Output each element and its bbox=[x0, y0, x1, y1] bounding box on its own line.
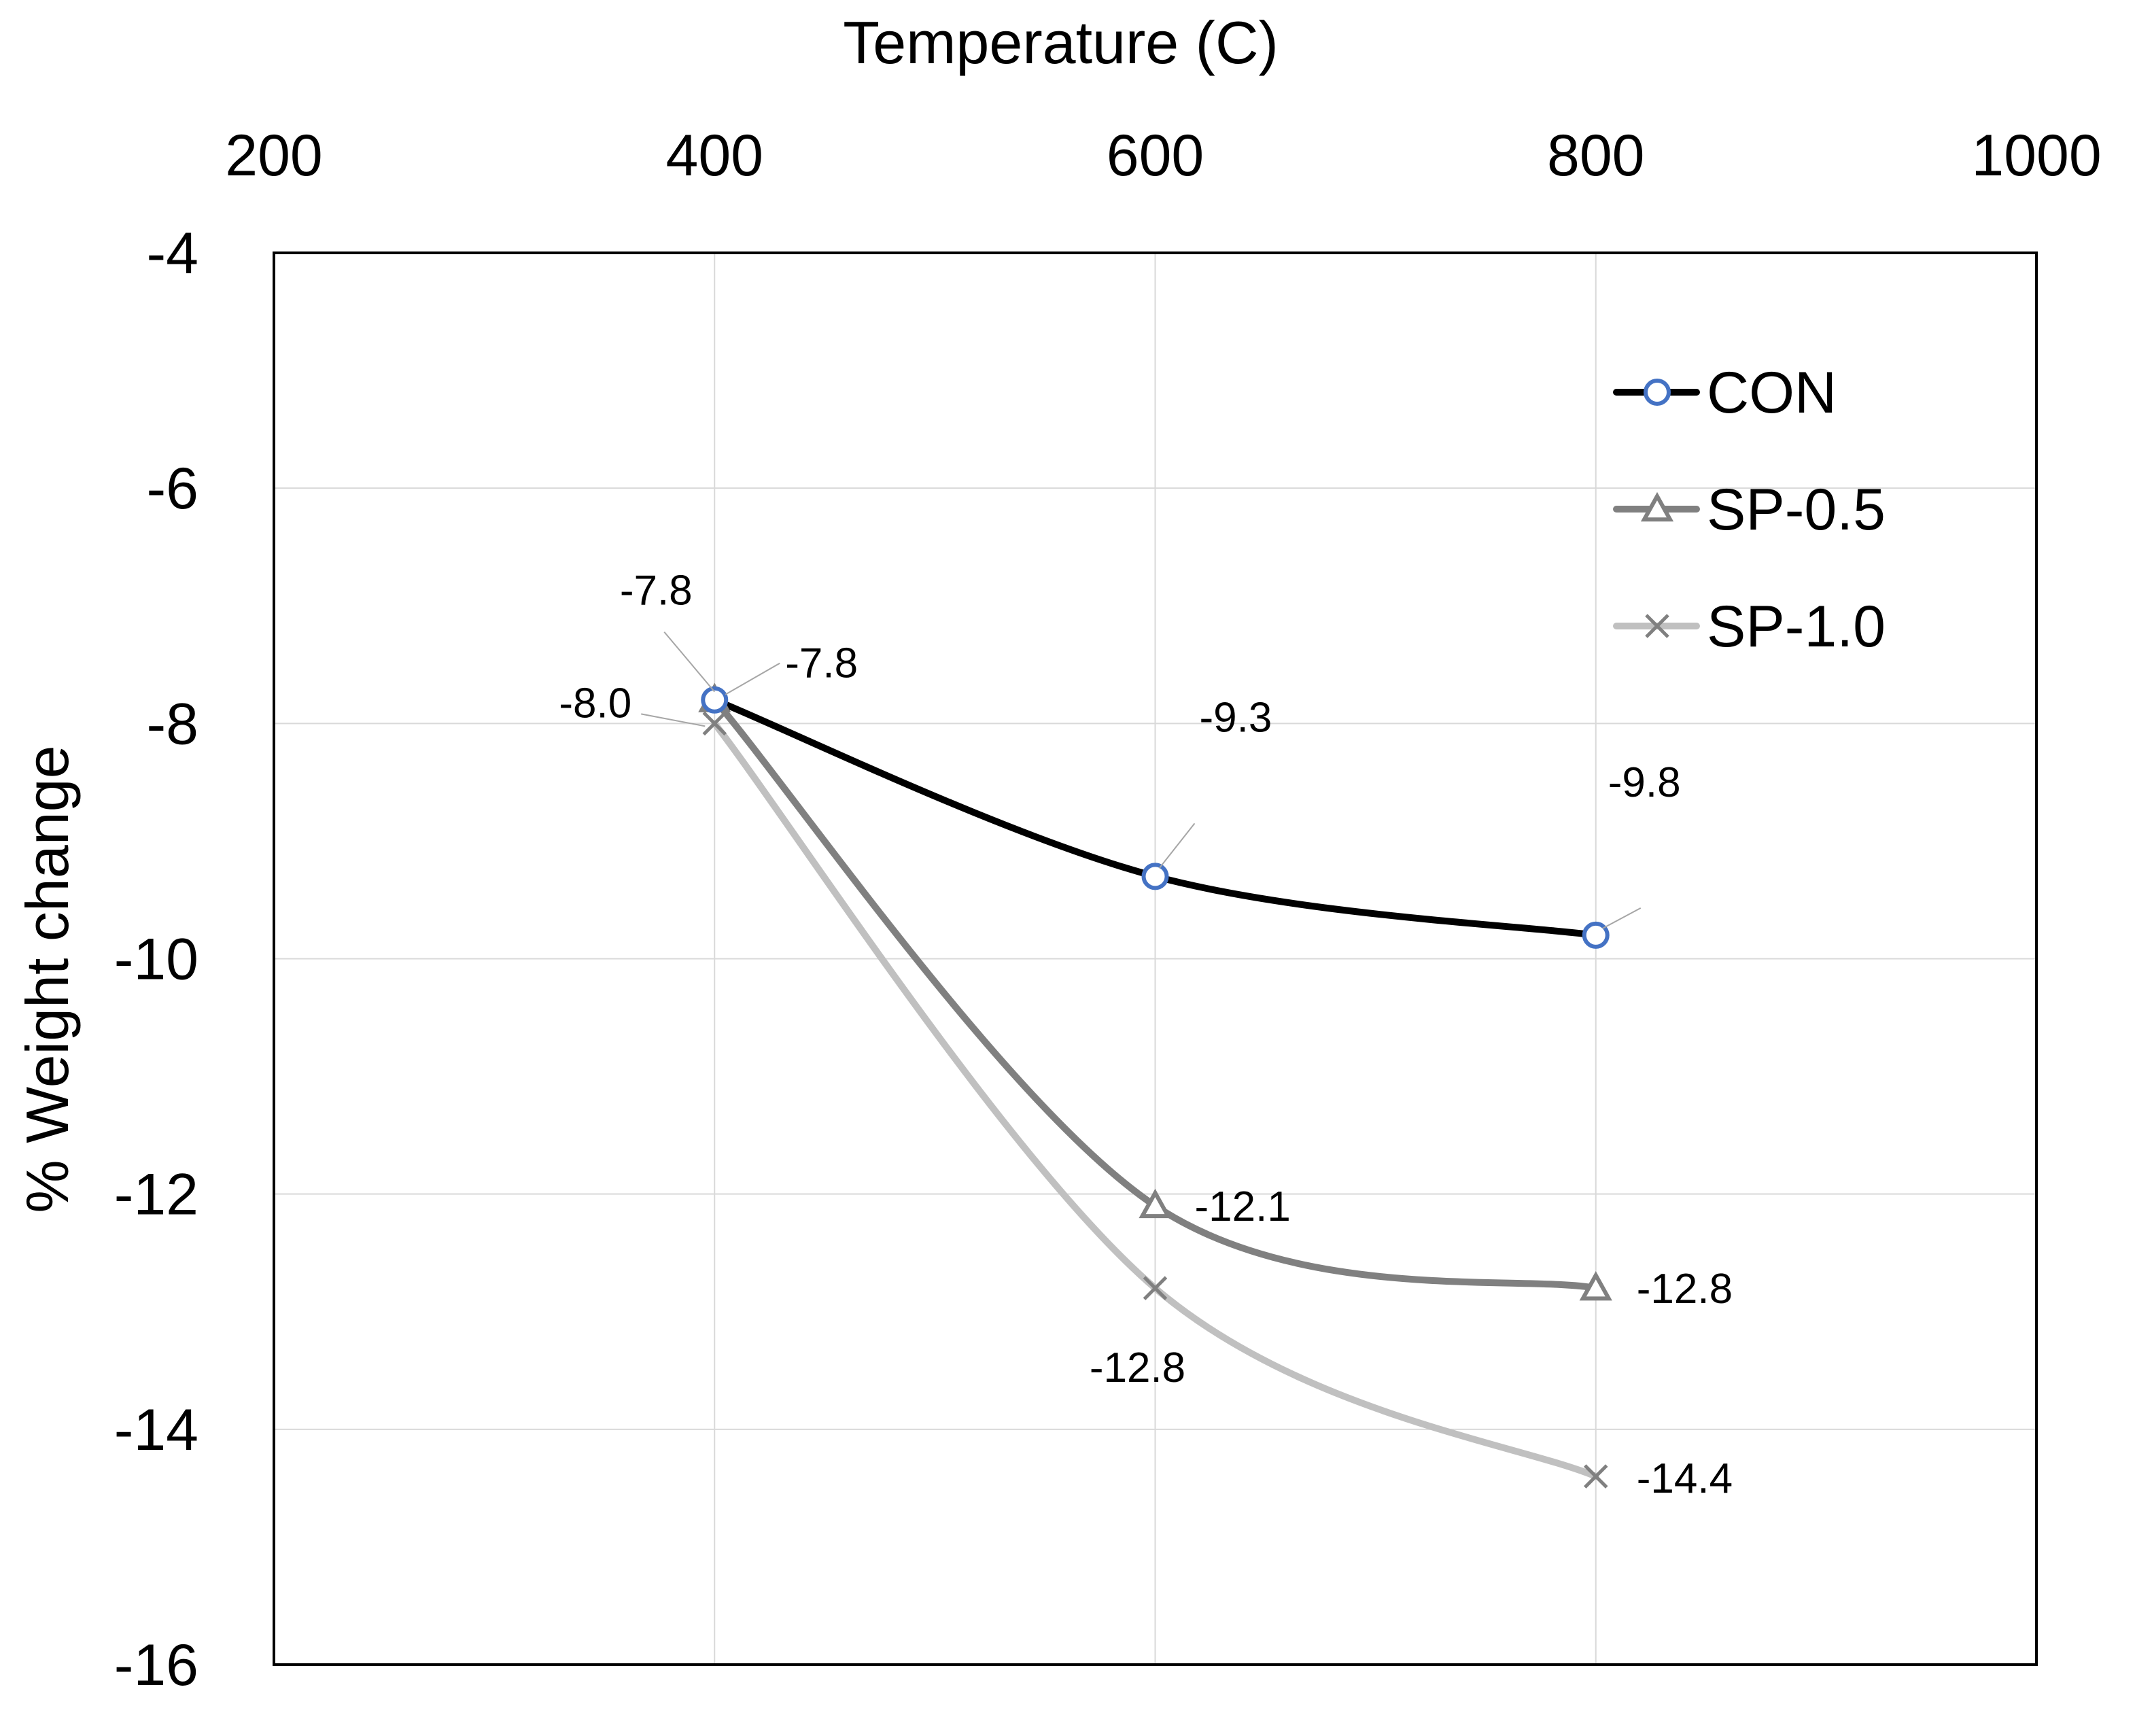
data-point-sp-1-0 bbox=[1583, 1464, 1608, 1489]
legend-marker-sp-1-0 bbox=[1645, 614, 1669, 638]
x-tick-label: 800 bbox=[1547, 123, 1645, 188]
x-tick-label: 1000 bbox=[1971, 123, 2101, 188]
legend: CON SP-0.5 SP-1.0 bbox=[1613, 360, 1886, 659]
y-tick-label: -16 bbox=[114, 1633, 198, 1698]
legend-label-sp-0-5: SP-0.5 bbox=[1707, 477, 1886, 542]
data-point-con bbox=[1141, 863, 1169, 890]
legend-label-con: CON bbox=[1707, 360, 1837, 426]
data-point-con bbox=[701, 686, 729, 714]
series-line-sp-0-5 bbox=[711, 696, 1599, 1292]
data-point-sp-1-0 bbox=[702, 711, 727, 736]
data-point-sp-1-0 bbox=[1143, 1276, 1168, 1300]
y-tick-label: -14 bbox=[114, 1398, 198, 1463]
data-label-sp-0-5: -12.1 bbox=[1195, 1183, 1291, 1230]
y-tick-label: -8 bbox=[147, 691, 198, 757]
y-tick-label: -4 bbox=[147, 221, 198, 286]
data-label-con: -9.3 bbox=[1200, 694, 1272, 741]
y-tick-label: -6 bbox=[147, 456, 198, 521]
data-point-sp-0-5 bbox=[1579, 1270, 1612, 1301]
y-tick-label: -10 bbox=[114, 927, 198, 992]
data-point-sp-0-5 bbox=[1139, 1188, 1172, 1219]
leader-line-con bbox=[1158, 822, 1196, 869]
legend-marker-sp-0-5 bbox=[1640, 491, 1674, 522]
y-axis-title: % Weight change bbox=[14, 745, 81, 1213]
data-label-sp-0-5: -7.8 bbox=[785, 640, 858, 687]
legend-marker-con bbox=[1644, 379, 1671, 406]
x-tick-label: 400 bbox=[666, 123, 764, 188]
leader-line-sp-1-0 bbox=[641, 713, 706, 727]
x-axis-title: Temperature (C) bbox=[843, 9, 1279, 76]
axis-ticks: 200 400 600 800 1000 -4 -6 -8 -10 -12 -14 -16 bbox=[114, 123, 2102, 1698]
leader-line-con bbox=[1602, 907, 1642, 929]
x-tick-label: 200 bbox=[225, 123, 323, 188]
plot-area bbox=[273, 251, 2038, 1666]
data-label-sp-1-0: -14.4 bbox=[1637, 1455, 1733, 1502]
x-tick-label: 600 bbox=[1107, 123, 1204, 188]
series-line-sp-1-0 bbox=[711, 720, 1599, 1480]
leader-line-con bbox=[663, 631, 716, 693]
y-tick-label: -12 bbox=[114, 1162, 198, 1228]
data-label-sp-1-0: -12.8 bbox=[1090, 1344, 1185, 1391]
data-label-con: -7.8 bbox=[620, 568, 693, 614]
data-label-sp-1-0: -8.0 bbox=[559, 680, 631, 727]
data-label-sp-0-5: -12.8 bbox=[1637, 1266, 1733, 1313]
data-point-con bbox=[1582, 921, 1610, 949]
leader-line-sp-0-5 bbox=[725, 662, 780, 695]
legend-label-sp-1-0: SP-1.0 bbox=[1707, 594, 1886, 659]
data-label-con: -9.8 bbox=[1608, 759, 1681, 806]
series bbox=[698, 682, 1612, 1489]
data-labels: -7.8 -9.3 -9.8 -7.8 -12.1 -12.8 -8.0 -12.8 -14.4 bbox=[559, 568, 1733, 1502]
